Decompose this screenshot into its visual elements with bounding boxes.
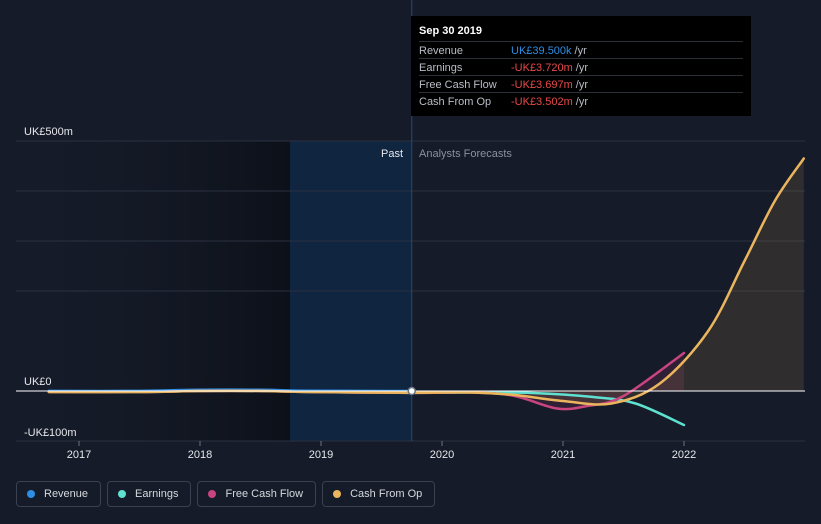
tooltip-row-unit: /yr xyxy=(575,62,588,74)
legend-dot-icon xyxy=(333,490,342,498)
tooltip: Sep 30 2019 Revenue UK£39.500k/yr Earnings… xyxy=(411,16,751,116)
y-tick-label: UK£500m xyxy=(24,126,73,138)
tooltip-row-value: -UK£3.697m xyxy=(511,79,573,91)
forecast-label: Analysts Forecasts xyxy=(419,148,512,160)
gridlines xyxy=(16,140,805,442)
x-axis-ticks: 2017 2018 2019 2020 2021 2022 xyxy=(67,441,696,461)
tooltip-row-label: Revenue xyxy=(419,45,464,57)
cursor-marker[interactable] xyxy=(407,386,416,396)
tooltip-row-value: -UK£3.720m xyxy=(511,62,573,74)
x-tick-label: 2018 xyxy=(188,449,212,461)
x-tick-label: 2019 xyxy=(309,449,333,461)
legend-label: Free Cash Flow xyxy=(225,488,304,500)
x-tick-label: 2022 xyxy=(672,449,696,461)
y-tick-label: -UK£100m xyxy=(24,427,77,439)
legend-item-revenue[interactable]: Revenue xyxy=(16,481,102,507)
legend-item-cash-from-op[interactable]: Cash From Op xyxy=(322,481,436,507)
y-tick-label: UK£0 xyxy=(24,376,52,388)
tooltip-row-unit: /yr xyxy=(575,79,588,91)
series-area xyxy=(411,158,804,405)
tooltip-row-unit: /yr xyxy=(574,45,587,57)
tooltip-row: Earnings -UK£3.720m/yr xyxy=(419,58,743,75)
tooltip-row-label: Free Cash Flow xyxy=(419,79,497,91)
tooltip-date: Sep 30 2019 xyxy=(419,25,482,37)
tooltip-row-unit: /yr xyxy=(575,96,588,108)
legend-item-free-cash-flow[interactable]: Free Cash Flow xyxy=(197,481,317,507)
past-label: Past xyxy=(381,148,403,160)
tooltip-row-value: -UK£3.502m xyxy=(511,96,573,108)
x-tick-label: 2017 xyxy=(67,449,91,461)
legend-label: Cash From Op xyxy=(350,488,423,500)
legend-label: Earnings xyxy=(135,488,179,500)
tooltip-row: Free Cash Flow -UK£3.697m/yr xyxy=(419,75,743,92)
legend-label: Revenue xyxy=(44,488,89,500)
x-tick-label: 2021 xyxy=(551,449,575,461)
tooltip-row: Cash From Op -UK£3.502m/yr xyxy=(419,92,743,109)
tooltip-row-label: Cash From Op xyxy=(419,96,492,108)
legend-dot-icon xyxy=(27,490,35,498)
tooltip-row-label: Earnings xyxy=(419,62,463,74)
legend-dot-icon xyxy=(118,490,127,498)
y-axis-labels: UK£500m UK£0 -UK£100m xyxy=(24,126,77,439)
legend: Revenue Earnings Free Cash Flow Cash From O… xyxy=(16,481,436,507)
legend-dot-icon xyxy=(208,490,217,498)
x-tick-label: 2020 xyxy=(430,449,454,461)
tooltip-row: Revenue UK£39.500k/yr xyxy=(419,41,743,58)
forecast-areas xyxy=(411,158,804,410)
legend-item-earnings[interactable]: Earnings xyxy=(107,481,192,507)
tooltip-row-value: UK£39.500k xyxy=(511,45,572,57)
series-area xyxy=(411,353,684,410)
